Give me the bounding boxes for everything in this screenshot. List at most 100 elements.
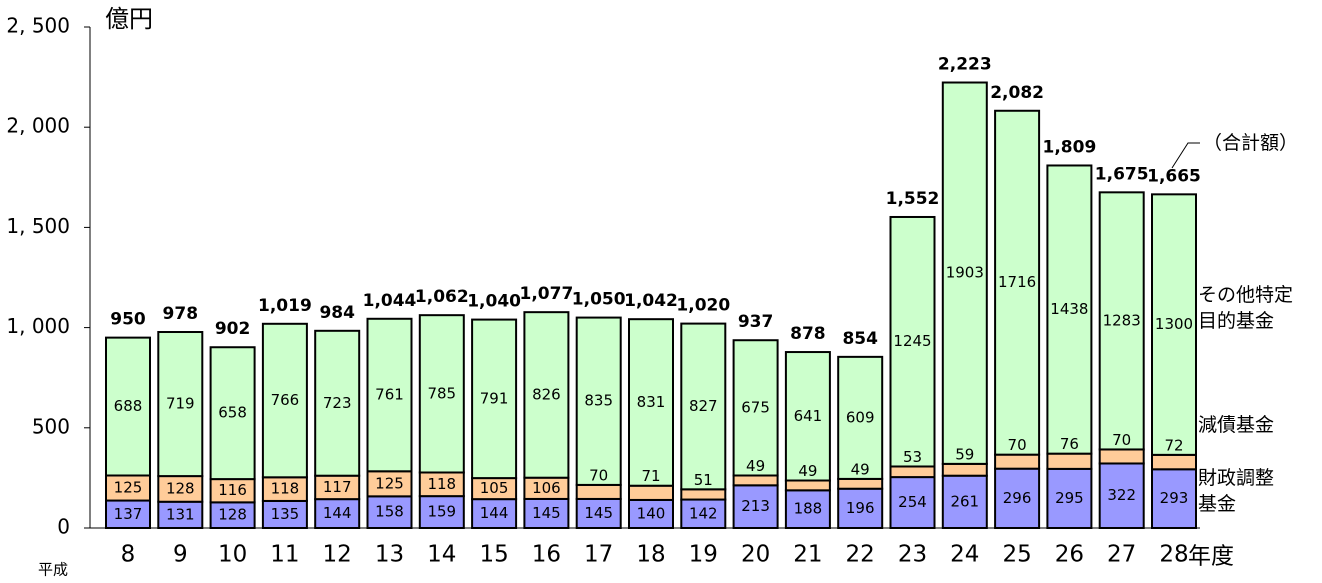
bar-segment xyxy=(1098,191,1145,451)
x-tick-label: 27 xyxy=(1107,542,1136,568)
value-label: 158 xyxy=(375,503,404,521)
value-label: 144 xyxy=(323,504,352,522)
bar-segment xyxy=(575,316,622,486)
bar-segment xyxy=(523,497,570,529)
total-label: 878 xyxy=(790,324,826,344)
value-label: 827 xyxy=(689,397,718,415)
value-label: 116 xyxy=(218,481,247,499)
bar-segment xyxy=(1151,453,1197,471)
value-label: 49 xyxy=(851,460,870,478)
x-tick-label: 16 xyxy=(532,542,561,568)
value-label: 128 xyxy=(166,479,195,497)
bar-segment xyxy=(1046,452,1093,470)
value-label: 125 xyxy=(114,479,143,497)
x-tick-label: 22 xyxy=(846,542,875,568)
bar-segment xyxy=(209,346,256,481)
value-label: 761 xyxy=(375,386,404,404)
value-label: 641 xyxy=(794,407,823,425)
value-label: 70 xyxy=(1112,431,1131,449)
value-label: 118 xyxy=(271,480,300,498)
value-label: 196 xyxy=(846,499,875,517)
total-label: 2,223 xyxy=(938,55,992,75)
bar-segment xyxy=(1098,448,1145,465)
y-tick-label: 2, 000 xyxy=(6,114,70,138)
x-tick-label: 23 xyxy=(898,542,927,568)
bar-segment xyxy=(209,501,256,529)
value-label: 140 xyxy=(637,504,666,522)
bar-segment xyxy=(1151,468,1197,530)
value-label: 295 xyxy=(1055,489,1084,507)
x-prefix: 平成 xyxy=(38,561,68,579)
value-label: 105 xyxy=(480,479,509,497)
x-tick-label: 24 xyxy=(950,542,979,568)
bar-segment xyxy=(889,215,936,468)
value-label: 322 xyxy=(1107,486,1136,504)
bar-segment xyxy=(105,336,151,477)
total-label: 2,082 xyxy=(990,83,1044,103)
bar-segment xyxy=(784,479,831,492)
value-label: 106 xyxy=(532,479,561,497)
x-tick-label: 21 xyxy=(793,542,822,568)
total-label: 1,044 xyxy=(363,291,417,311)
x-tick-label: 26 xyxy=(1055,542,1084,568)
bar-segment xyxy=(994,109,1041,456)
bar-segment xyxy=(157,475,204,503)
bar-segment xyxy=(837,355,884,480)
bar-segment xyxy=(366,317,413,473)
total-label: 937 xyxy=(738,312,774,332)
total-label: 1,062 xyxy=(415,287,469,307)
bar-segment xyxy=(1151,193,1197,456)
bar-segment xyxy=(471,318,518,480)
value-label: 719 xyxy=(166,395,195,413)
bar-segment xyxy=(680,488,727,501)
value-label: 766 xyxy=(271,391,300,409)
bar-segment xyxy=(261,322,308,479)
value-label: 72 xyxy=(1164,436,1183,454)
y-tick-label: 500 xyxy=(32,414,70,438)
value-label: 117 xyxy=(323,478,352,496)
legend-entry: 財政調整基金 xyxy=(1198,467,1275,515)
y-tick-label: 1, 500 xyxy=(6,214,70,238)
y-unit-label: 億円 xyxy=(105,5,153,33)
value-label: 71 xyxy=(641,467,660,485)
total-label: 1,809 xyxy=(1043,137,1097,157)
value-label: 1716 xyxy=(998,273,1036,291)
value-label: 723 xyxy=(323,394,352,412)
value-label: 1300 xyxy=(1155,315,1193,333)
value-label: 159 xyxy=(427,503,456,521)
value-label: 188 xyxy=(794,500,823,518)
total-label: 902 xyxy=(215,319,251,339)
value-label: 118 xyxy=(427,475,456,493)
value-label: 835 xyxy=(584,392,613,410)
bar-segment xyxy=(418,314,465,474)
legend-entry: 減債基金 xyxy=(1198,414,1275,436)
value-label: 675 xyxy=(741,398,770,416)
value-label: 658 xyxy=(218,404,247,422)
bar-segment xyxy=(314,498,361,529)
value-label: 128 xyxy=(218,506,247,524)
bar-segment xyxy=(994,453,1041,470)
value-label: 831 xyxy=(637,393,666,411)
value-label: 296 xyxy=(1003,489,1032,507)
value-label: 70 xyxy=(589,466,608,484)
total-label: 1,042 xyxy=(624,291,678,311)
bar-segment xyxy=(105,499,151,529)
bar-segment xyxy=(994,467,1041,530)
x-tick-label: 11 xyxy=(270,542,299,568)
value-label: 213 xyxy=(741,497,770,515)
x-tick-label: 28 xyxy=(1159,542,1188,568)
total-label: 978 xyxy=(163,304,199,324)
y-tick-label: 2, 500 xyxy=(6,14,70,38)
bar-segment xyxy=(575,483,622,500)
value-label: 1245 xyxy=(893,332,931,350)
value-label: 145 xyxy=(532,504,561,522)
value-label: 785 xyxy=(427,384,456,402)
value-label: 53 xyxy=(903,448,922,466)
x-tick-label: 12 xyxy=(323,542,352,568)
total-label: 1,665 xyxy=(1147,166,1201,186)
bar-segment xyxy=(889,476,936,529)
bar-segment xyxy=(941,81,988,465)
value-label: 826 xyxy=(532,385,561,403)
total-label: 1,050 xyxy=(572,290,626,310)
